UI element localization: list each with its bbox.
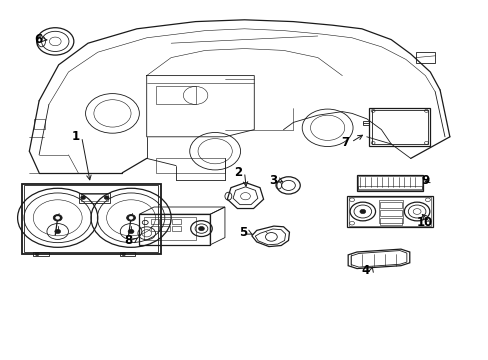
Bar (161, 226, 170, 231)
Bar (380, 210, 401, 216)
Bar (81, 194, 108, 201)
Text: 4: 4 (361, 264, 369, 276)
Bar (172, 219, 181, 224)
Bar (120, 252, 135, 256)
Bar (172, 226, 181, 231)
Text: 9: 9 (421, 174, 428, 186)
Text: 3: 3 (268, 174, 276, 186)
Bar (378, 200, 403, 223)
Circle shape (128, 229, 134, 234)
Bar (156, 158, 224, 173)
Bar (371, 110, 427, 144)
Text: 2: 2 (234, 166, 242, 179)
Bar (22, 184, 161, 254)
Bar (144, 217, 195, 240)
Bar (33, 252, 49, 256)
Bar (150, 226, 159, 231)
Circle shape (56, 216, 60, 219)
Bar (380, 218, 401, 225)
Circle shape (126, 215, 135, 221)
Bar (368, 108, 429, 146)
Bar (150, 219, 159, 224)
Circle shape (104, 196, 109, 199)
Circle shape (129, 216, 133, 219)
Circle shape (35, 253, 39, 256)
Bar (358, 186, 421, 189)
Bar (24, 185, 158, 252)
Bar (348, 197, 430, 226)
Bar (362, 121, 368, 125)
Circle shape (55, 229, 61, 234)
Bar (356, 175, 422, 191)
Text: 10: 10 (415, 216, 432, 229)
Circle shape (53, 215, 62, 221)
Bar (156, 86, 195, 104)
Bar (34, 119, 45, 129)
Circle shape (122, 253, 125, 256)
Bar (358, 176, 421, 190)
Text: 1: 1 (72, 130, 80, 143)
Circle shape (359, 210, 365, 213)
Circle shape (81, 196, 85, 199)
Bar (79, 193, 110, 203)
Text: 8: 8 (124, 234, 132, 247)
Text: 6: 6 (34, 33, 42, 46)
Bar (380, 202, 401, 208)
Circle shape (198, 226, 204, 231)
Text: 7: 7 (341, 136, 348, 149)
Bar (161, 219, 170, 224)
Bar (415, 52, 434, 63)
Text: 5: 5 (239, 226, 247, 239)
Bar (346, 196, 432, 227)
